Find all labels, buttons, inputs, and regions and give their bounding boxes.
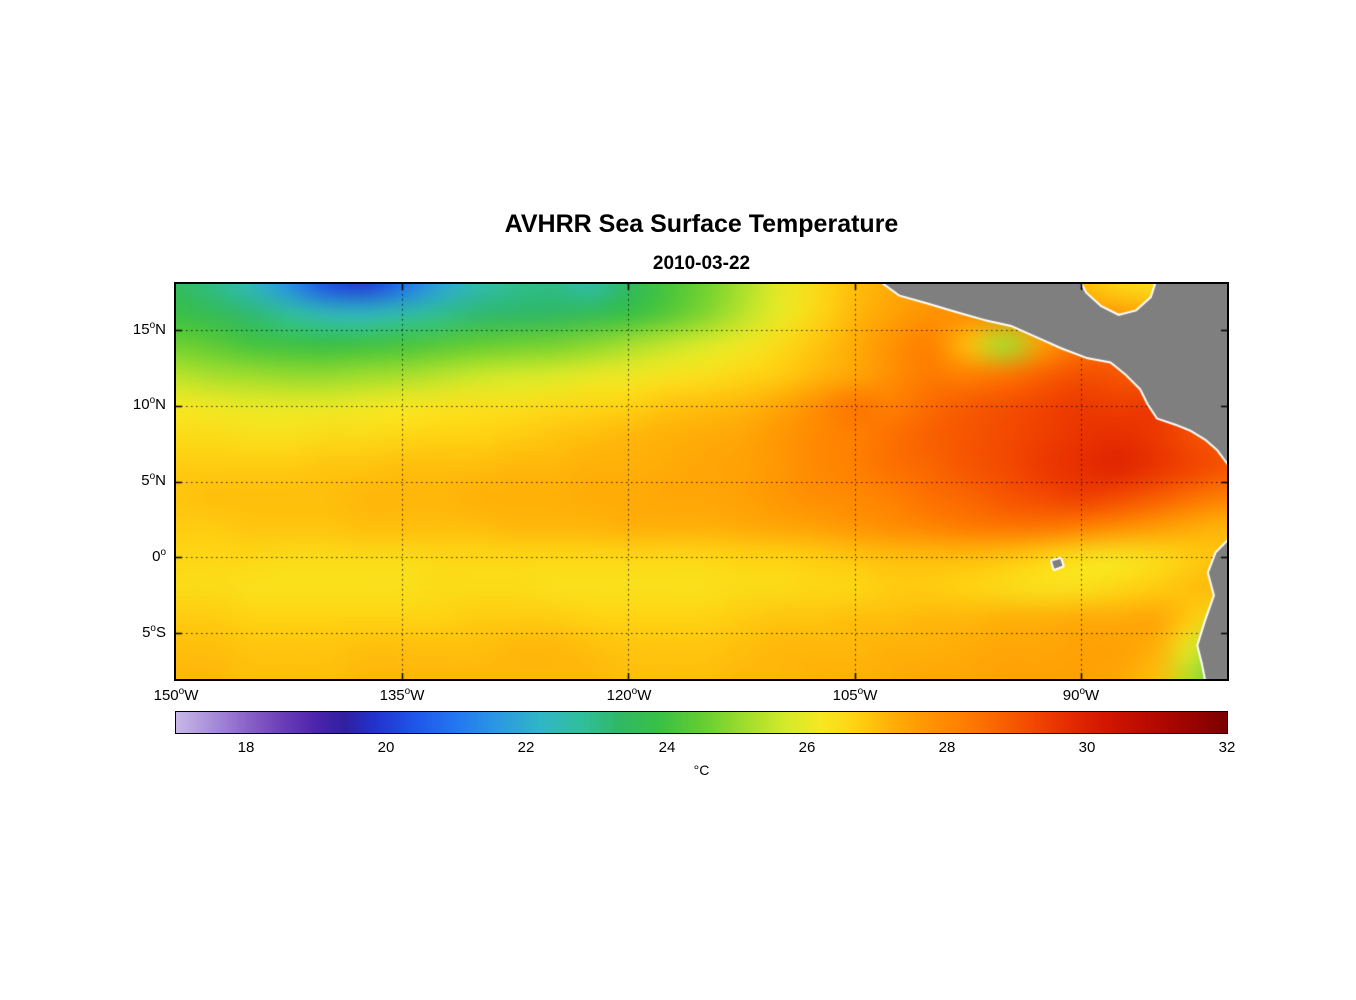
chart-date: 2010-03-22 xyxy=(652,253,751,274)
lon-tick-label-90w: 90oW xyxy=(1036,687,1126,705)
degree-symbol: o xyxy=(149,471,156,482)
lat-tick-value: 15 xyxy=(132,321,150,338)
sst-heatmap-canvas xyxy=(176,284,1227,679)
lat-tick-value: 0 xyxy=(152,548,161,565)
colorbar-tick-22: 22 xyxy=(517,739,535,756)
lon-tick-value: 120 xyxy=(606,687,632,704)
lat-tick-label-0: 0o xyxy=(86,548,166,566)
lat-tick-dir: N xyxy=(155,321,166,338)
degree-symbol: o xyxy=(631,686,638,697)
lon-tick-dir: W xyxy=(184,687,199,704)
lat-tick-value: 10 xyxy=(132,396,150,413)
lon-tick-dir: W xyxy=(863,687,878,704)
degree-symbol: o xyxy=(1079,686,1086,697)
lon-tick-value: 135 xyxy=(379,687,405,704)
colorbar xyxy=(176,712,1227,733)
lon-tick-label-135w: 135oW xyxy=(357,687,447,705)
lon-tick-dir: W xyxy=(410,687,425,704)
lat-tick-value: 5 xyxy=(142,624,151,641)
lat-tick-label-5s: 5oS xyxy=(86,624,166,642)
lon-tick-value: 90 xyxy=(1062,687,1080,704)
degree-symbol: o xyxy=(404,686,411,697)
lon-tick-value: 150 xyxy=(153,687,179,704)
lon-tick-value: 105 xyxy=(832,687,858,704)
colorbar-frame xyxy=(175,711,1228,734)
lat-tick-label-5n: 5oN xyxy=(86,472,166,490)
colorbar-unit-label: °C xyxy=(693,762,710,778)
degree-symbol: o xyxy=(178,686,185,697)
map-frame xyxy=(174,282,1229,681)
lat-tick-dir: S xyxy=(155,624,166,641)
lat-tick-label-15n: 15oN xyxy=(86,321,166,339)
lat-tick-dir: N xyxy=(155,472,166,489)
lon-tick-dir: W xyxy=(637,687,652,704)
colorbar-tick-28: 28 xyxy=(938,739,956,756)
lat-tick-label-10n: 10oN xyxy=(86,396,166,414)
degree-symbol: o xyxy=(149,395,156,406)
lon-tick-label-105w: 105oW xyxy=(810,687,900,705)
lon-tick-label-150w: 150oW xyxy=(131,687,221,705)
chart-title: AVHRR Sea Surface Temperature xyxy=(504,210,899,238)
colorbar-tick-18: 18 xyxy=(237,739,255,756)
degree-symbol: o xyxy=(150,623,156,634)
lat-tick-value: 5 xyxy=(141,472,150,489)
colorbar-tick-32: 32 xyxy=(1218,739,1236,756)
colorbar-tick-30: 30 xyxy=(1078,739,1096,756)
colorbar-tick-26: 26 xyxy=(798,739,816,756)
lon-tick-dir: W xyxy=(1085,687,1100,704)
degree-symbol: o xyxy=(149,320,156,331)
degree-symbol: o xyxy=(857,686,864,697)
lat-tick-dir: N xyxy=(155,396,166,413)
colorbar-tick-20: 20 xyxy=(377,739,395,756)
degree-symbol: o xyxy=(160,547,166,558)
colorbar-tick-24: 24 xyxy=(658,739,676,756)
lon-tick-label-120w: 120oW xyxy=(584,687,674,705)
